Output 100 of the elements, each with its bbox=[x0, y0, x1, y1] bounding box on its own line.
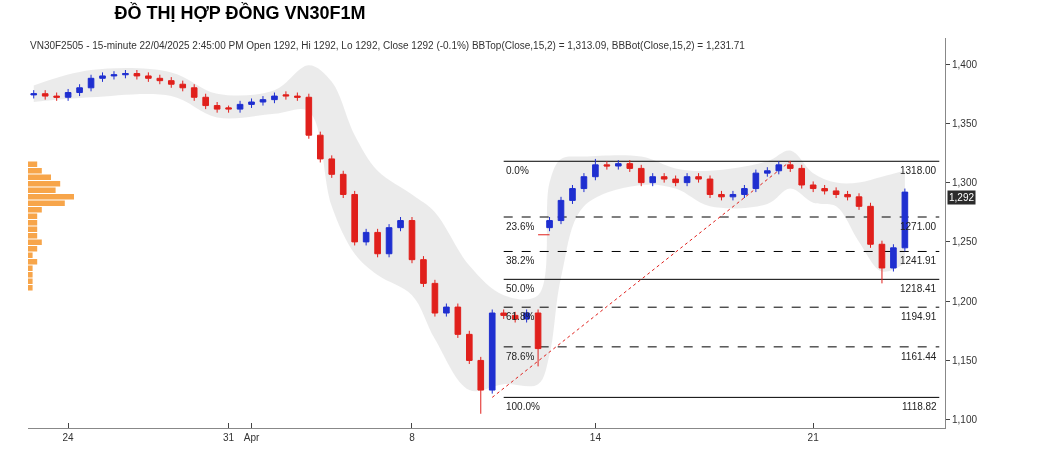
candlestick bbox=[626, 159, 634, 173]
candlestick bbox=[397, 216, 404, 232]
candlestick bbox=[752, 169, 760, 193]
candlestick bbox=[87, 74, 95, 92]
candlestick bbox=[832, 186, 840, 199]
candlestick bbox=[76, 83, 83, 97]
candlestick bbox=[890, 243, 897, 273]
candlestick bbox=[775, 160, 783, 175]
candlestick bbox=[431, 279, 439, 318]
annotation: 1161.44 bbox=[901, 351, 937, 362]
y-tick-label: 1,150 bbox=[952, 354, 978, 366]
candlestick bbox=[420, 255, 427, 288]
annotation: 1241.91 bbox=[900, 255, 937, 266]
y-tick-label: 1,300 bbox=[952, 177, 978, 189]
y-tick-label: 1,100 bbox=[952, 414, 978, 426]
x-tick-label: 24 bbox=[62, 432, 75, 443]
x-tick-label: 8 bbox=[409, 432, 416, 443]
candlestick bbox=[41, 89, 49, 101]
annotation: 1318.00 bbox=[900, 165, 937, 176]
candlestick bbox=[844, 190, 851, 201]
candlestick bbox=[729, 190, 737, 201]
annotation: 78.6% bbox=[506, 351, 535, 362]
candlestick bbox=[637, 164, 645, 187]
candlestick bbox=[660, 172, 668, 184]
candlestick bbox=[385, 223, 393, 258]
y-tick-label: 1,250 bbox=[952, 236, 978, 248]
x-tick-label: 21 bbox=[807, 432, 820, 443]
candlestick bbox=[30, 89, 38, 99]
candlestick bbox=[580, 172, 588, 193]
candlestick bbox=[167, 76, 175, 89]
candlestick bbox=[339, 170, 347, 199]
annotation: 100.0% bbox=[506, 401, 541, 412]
candlestick bbox=[248, 97, 255, 109]
candlestick bbox=[878, 240, 886, 284]
candlestick bbox=[374, 228, 381, 258]
candlestick bbox=[316, 131, 324, 163]
annotation: 0.0% bbox=[506, 165, 529, 176]
candlestick bbox=[271, 92, 278, 104]
candlestick bbox=[855, 192, 863, 211]
candlestick bbox=[236, 100, 244, 114]
candlestick bbox=[500, 308, 507, 320]
chart-subtitle: VN30F2505 - 15-minute 22/04/2025 2:45:00 PM Open 1292, Hi 1292, Lo 1292, Close 1292 (-0.1%) BBTop(Close,15,2) = 1,313.09, BBBot(Close,15,2) = 1,231.71 bbox=[30, 40, 746, 51]
y-tick-label: 1,350 bbox=[952, 117, 978, 129]
candlestick bbox=[122, 69, 129, 79]
candlestick bbox=[534, 308, 542, 367]
candlestick bbox=[488, 308, 496, 395]
x-tick-label: 14 bbox=[589, 432, 602, 443]
candlestick bbox=[225, 105, 232, 114]
candlestick bbox=[454, 303, 462, 339]
candlestick bbox=[362, 228, 370, 246]
candlestick bbox=[213, 101, 221, 114]
candlestick bbox=[672, 175, 679, 187]
candlestick bbox=[190, 83, 198, 102]
text: 1,292 bbox=[949, 192, 975, 203]
candlestick bbox=[282, 90, 290, 101]
candlestick bbox=[821, 184, 828, 195]
candlestick bbox=[809, 180, 817, 193]
annotation: 38.2% bbox=[506, 255, 535, 266]
annotation: 50.0% bbox=[506, 283, 535, 294]
x-tick-label: Apr bbox=[243, 432, 260, 443]
candlestick bbox=[305, 93, 313, 140]
candlestick bbox=[557, 196, 565, 225]
annotation: 1118.82 bbox=[902, 401, 938, 412]
candlestick bbox=[867, 202, 874, 249]
candlestick bbox=[64, 88, 72, 102]
candlestick bbox=[741, 184, 748, 199]
candlestick bbox=[466, 330, 473, 365]
candlestick bbox=[294, 92, 301, 102]
candlestick bbox=[179, 80, 187, 92]
candlestick bbox=[259, 95, 267, 107]
candlestick bbox=[443, 303, 450, 318]
y-tick-label: 1,400 bbox=[952, 58, 978, 70]
candlestick bbox=[408, 216, 416, 264]
candlestick bbox=[145, 71, 152, 83]
candlestick bbox=[202, 93, 209, 110]
chart-title: ĐỒ THỊ HỢP ĐỒNG VN30F1M bbox=[114, 2, 366, 24]
candlestick bbox=[99, 71, 106, 83]
candlestick bbox=[592, 158, 599, 181]
candlestick bbox=[156, 74, 164, 85]
y-tick-label: 1,200 bbox=[952, 295, 978, 307]
annotation: 23.6% bbox=[506, 221, 535, 232]
candlestick bbox=[110, 70, 118, 80]
candlestick bbox=[649, 172, 657, 187]
candlestick bbox=[546, 216, 553, 232]
annotation: 1194.91 bbox=[901, 311, 937, 322]
candlestick bbox=[718, 190, 725, 201]
candlestick bbox=[603, 160, 611, 171]
candlestick bbox=[683, 172, 691, 187]
candlestick bbox=[615, 159, 622, 171]
candlestick bbox=[328, 154, 336, 179]
candlestick bbox=[695, 172, 702, 184]
candlestick bbox=[798, 164, 806, 190]
candlestick bbox=[764, 166, 771, 178]
candlestick bbox=[477, 356, 485, 415]
candlestick bbox=[569, 184, 576, 205]
annotation: 1218.41 bbox=[900, 283, 937, 294]
candlestick bbox=[133, 69, 141, 80]
x-tick-label: 31 bbox=[223, 432, 235, 443]
candlestick bbox=[706, 175, 714, 199]
candlestick bbox=[351, 190, 358, 246]
